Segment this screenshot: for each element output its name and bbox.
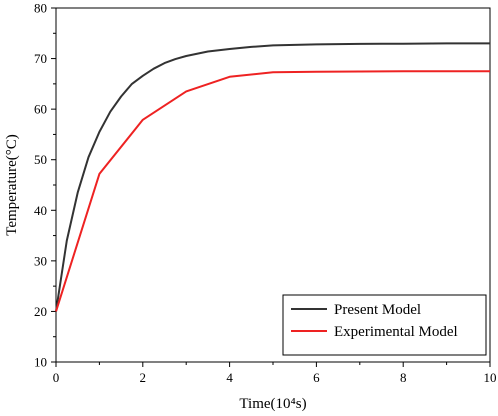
legend-label-experimental-model: Experimental Model [334,324,458,340]
y-tick-label: 10 [34,355,47,370]
series-line-present-model [55,42,490,312]
y-tick-label: 50 [34,152,47,167]
axis-ticks: 0 2 4 6 8 10 10 20 30 40 50 60 70 80 [34,1,497,386]
y-tick-label: 80 [34,1,47,16]
x-tick-label: 4 [226,370,233,385]
y-tick-label: 20 [34,304,47,319]
y-tick-label: 60 [34,102,47,117]
legend-label-present-model: Present Model [334,302,421,318]
y-axis-title: Temperature(°C) [4,134,20,236]
x-tick-label: 8 [400,370,407,385]
y-tick-label: 30 [34,253,47,268]
x-tick-label: 0 [53,370,60,385]
x-tick-label: 10 [484,370,497,385]
x-tick-label: 6 [313,370,320,385]
series-line-experimental-model [55,70,490,312]
legend: Present Model Experimental Model [282,294,487,356]
legend-box [282,294,487,356]
y-tick-label: 40 [34,203,47,218]
x-tick-label: 2 [140,370,147,385]
y-tick-label: 70 [34,51,47,66]
series-lines [55,42,490,312]
x-axis-title: Time(10⁴s) [239,396,306,412]
